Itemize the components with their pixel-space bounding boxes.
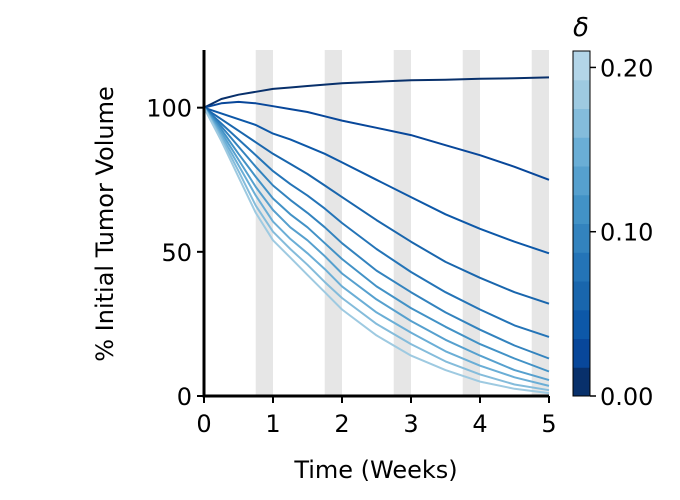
colorbar-segment-7 — [573, 194, 590, 224]
x-axis-title: Time (Weeks) — [293, 456, 457, 484]
series-line-2 — [203, 100, 550, 181]
series-line-3 — [203, 106, 550, 255]
plot-area — [203, 50, 550, 396]
series-line-5 — [203, 106, 550, 338]
series-line-1 — [203, 76, 550, 109]
series-line-6 — [203, 107, 550, 360]
colorbar: 0.00 0.10 0.20 — [572, 50, 653, 411]
series-line-7 — [203, 107, 550, 373]
colorbar-segment-3 — [573, 309, 590, 339]
colorbar-segment-12 — [573, 51, 590, 81]
colorbar-segment-4 — [573, 281, 590, 311]
colorbar-segment-9 — [573, 137, 590, 167]
colorbar-segment-1 — [573, 367, 590, 397]
y-tick-label-50: 50 — [161, 239, 192, 267]
shaded-band-1 — [255, 50, 273, 396]
y-tick-label-100: 100 — [146, 95, 192, 123]
colorbar-segment-5 — [573, 252, 590, 282]
colorbar-frame — [572, 50, 591, 397]
shaded-band-4 — [462, 50, 480, 396]
series-line-8 — [203, 107, 550, 382]
x-tick-label-2: 2 — [334, 410, 349, 438]
colorbar-segment-2 — [573, 338, 590, 368]
x-tick-label-4: 4 — [472, 410, 487, 438]
x-tick-label-3: 3 — [403, 410, 418, 438]
series-line-4 — [203, 106, 550, 305]
colorbar-tick-label-2: 0.20 — [600, 54, 653, 82]
series-line-11 — [203, 107, 550, 395]
colorbar-segment-10 — [573, 108, 590, 138]
colorbar-tick-label-1: 0.10 — [600, 219, 653, 247]
x-tick-label-0: 0 — [196, 410, 211, 438]
shaded-band-5 — [531, 50, 549, 396]
colorbar-segment-8 — [573, 166, 590, 196]
shaded-band-2 — [324, 50, 342, 396]
colorbar-tick-label-0: 0.00 — [600, 383, 653, 411]
x-axis: 0 1 2 3 4 5 — [196, 394, 557, 438]
colorbar-segment-6 — [573, 223, 590, 253]
x-tick-label-5: 5 — [541, 410, 556, 438]
series-line-10 — [203, 107, 550, 392]
series-line-9 — [203, 107, 550, 387]
colorbar-segment-11 — [573, 79, 590, 109]
y-axis-title: % Initial Tumor Volume — [91, 86, 119, 362]
x-tick-label-1: 1 — [265, 410, 280, 438]
shaded-band-3 — [393, 50, 411, 396]
y-axis: 0 50 100 — [146, 50, 206, 411]
colorbar-title: δ — [573, 13, 589, 43]
y-tick-label-0: 0 — [177, 383, 192, 411]
